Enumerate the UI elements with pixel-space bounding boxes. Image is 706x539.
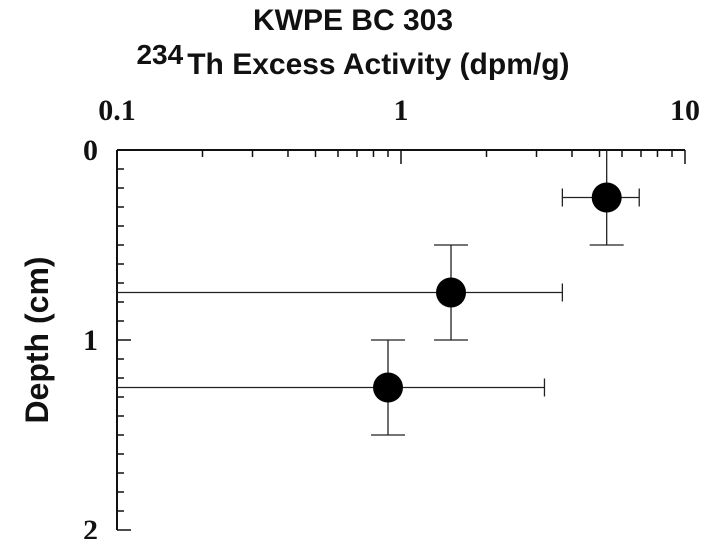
data-point xyxy=(373,372,404,403)
y-tick-label: 0 xyxy=(83,134,98,167)
data-points xyxy=(373,182,622,403)
chart-subtitle: 234 Th Excess Activity (dpm/g) xyxy=(0,39,706,82)
tick-labels: 0.1 1 10 0 1 2 xyxy=(83,94,700,539)
y-tick-label: 1 xyxy=(83,324,98,357)
isotope-superscript: 234 xyxy=(136,39,184,70)
y-tick-label: 2 xyxy=(83,514,98,539)
x-tick-label: 1 xyxy=(394,94,409,127)
x-tick-label: 10 xyxy=(670,94,700,127)
data-point xyxy=(436,277,467,308)
error-bars xyxy=(117,150,640,436)
subtitle-text: Th Excess Activity (dpm/g) xyxy=(187,48,570,81)
x-tick-label: 0.1 xyxy=(98,94,136,127)
chart-title: KWPE BC 303 xyxy=(252,4,454,37)
data-point xyxy=(591,182,622,213)
y-axis-label: Depth (cm) xyxy=(19,256,55,423)
tick-marks xyxy=(116,149,686,531)
